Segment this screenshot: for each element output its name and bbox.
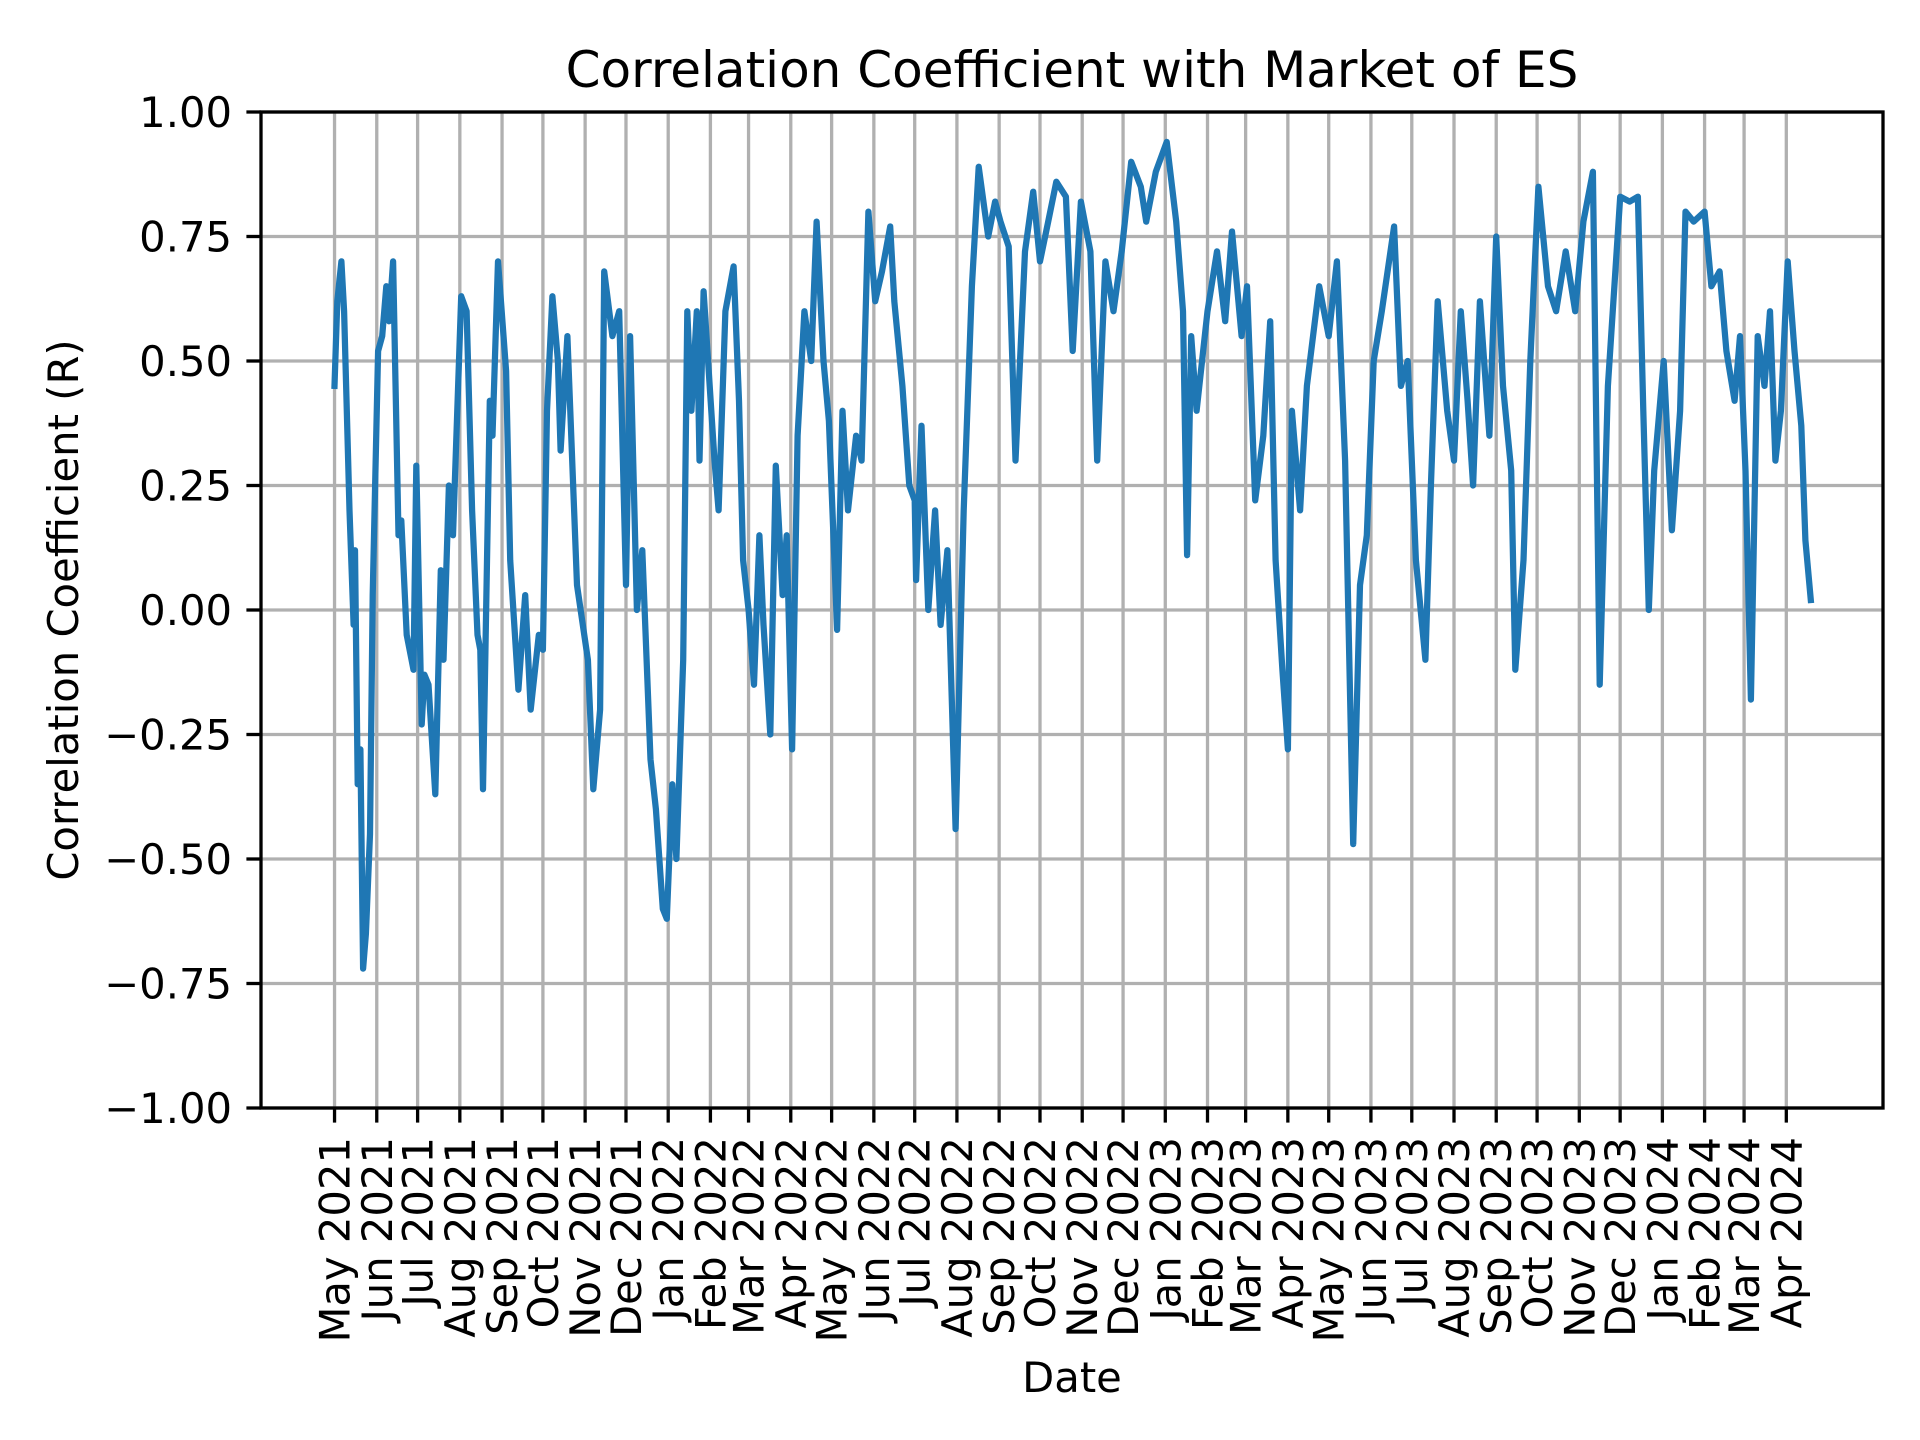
x-tick-label: Apr 2024	[1762, 1137, 1811, 1328]
y-tick-label: 0.25	[139, 462, 232, 511]
y-tick-label: −0.75	[104, 960, 232, 1009]
x-tick-label: Apr 2023	[1264, 1137, 1313, 1328]
x-tick-label: Jun 2022	[850, 1137, 899, 1324]
x-tick-label: Dec 2022	[1099, 1137, 1148, 1337]
x-tick-label: May 2021	[311, 1137, 360, 1343]
y-tick-label: −1.00	[104, 1084, 232, 1133]
x-tick-label: Sep 2023	[1472, 1137, 1521, 1335]
x-tick-label: Jul 2023	[1388, 1137, 1437, 1310]
y-axis-label: Correlation Coefficient (R)	[39, 339, 88, 880]
y-tick-label: −0.25	[104, 711, 232, 760]
x-tick-label: Feb 2024	[1681, 1137, 1730, 1330]
correlation-line	[331, 138, 1815, 972]
x-tick-label: Feb 2022	[686, 1137, 735, 1330]
x-tick-label: Feb 2023	[1184, 1137, 1233, 1330]
y-tick-label: 0.00	[139, 586, 232, 635]
x-tick-label: Nov 2021	[561, 1137, 610, 1338]
x-tick-label: Oct 2022	[1016, 1137, 1065, 1328]
x-tick-label: Nov 2022	[1058, 1137, 1107, 1338]
x-tick-label: Jun 2021	[353, 1137, 402, 1324]
series-layer	[331, 138, 1815, 972]
y-tick-label: 0.50	[139, 337, 232, 386]
x-tick-label: Jul 2021	[394, 1137, 443, 1310]
x-tick-label: Sep 2022	[975, 1137, 1024, 1335]
x-tick-label: Oct 2023	[1513, 1137, 1562, 1328]
x-tick-label: Oct 2021	[519, 1137, 568, 1328]
x-tick-label: Apr 2022	[767, 1137, 816, 1328]
x-tick-label: Mar 2024	[1720, 1137, 1769, 1335]
x-tick-label: Jul 2022	[891, 1137, 940, 1310]
chart-title: Correlation Coefficient with Market of E…	[566, 41, 1579, 99]
x-tick-label: Jun 2023	[1347, 1137, 1396, 1324]
x-tick-label: Jan 2023	[1141, 1137, 1190, 1324]
y-tick-label: −0.50	[104, 835, 232, 884]
y-axis: −1.00 −0.75 −0.50 −0.25 0.00 0.25 0.50 0.75 1.00	[104, 88, 261, 1133]
x-tick-label: Jan 2022	[644, 1137, 693, 1324]
y-tick-label: 0.75	[139, 213, 232, 262]
x-tick-label: May 2023	[1305, 1137, 1354, 1343]
x-tick-label: Dec 2021	[602, 1137, 651, 1337]
x-tick-label: Nov 2023	[1555, 1137, 1604, 1338]
x-tick-label: Aug 2023	[1430, 1137, 1479, 1338]
x-tick-label: Aug 2021	[436, 1137, 485, 1338]
x-tick-label: Mar 2023	[1222, 1137, 1271, 1335]
x-tick-label: Mar 2022	[725, 1137, 774, 1335]
x-tick-label: Aug 2022	[933, 1137, 982, 1338]
x-tick-label: Jan 2024	[1638, 1137, 1687, 1324]
x-tick-label: May 2022	[808, 1137, 857, 1343]
x-axis-label: Date	[1022, 1353, 1122, 1402]
x-tick-label: Sep 2021	[478, 1137, 527, 1335]
x-tick-label: Dec 2023	[1596, 1137, 1645, 1337]
y-tick-label: 1.00	[139, 88, 232, 137]
